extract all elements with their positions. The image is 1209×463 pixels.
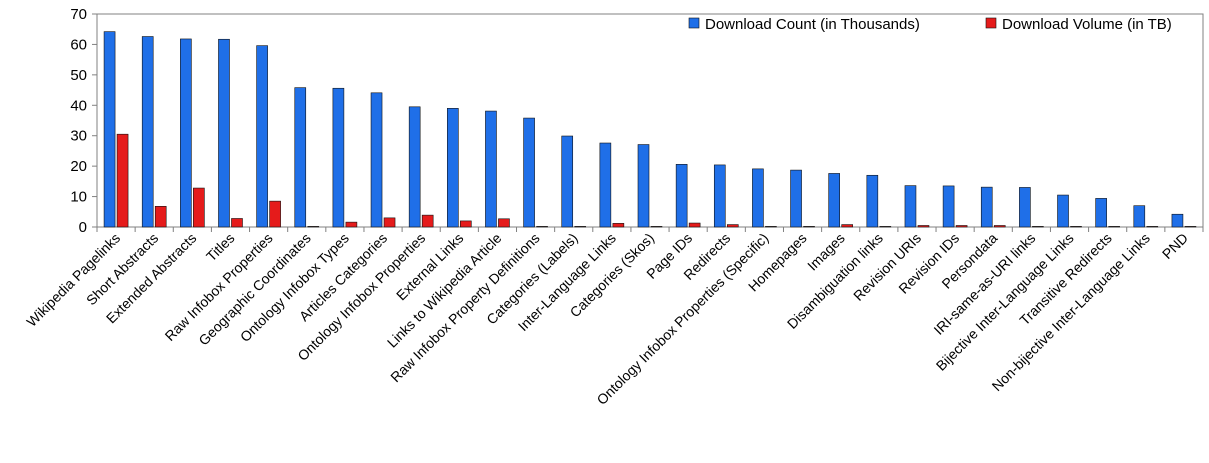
bar-download-volume bbox=[193, 187, 205, 228]
bar-download-count bbox=[637, 144, 650, 228]
bar-download-volume bbox=[498, 218, 510, 228]
axes: 0 10 20 30 40 50 60 70 bbox=[70, 6, 1204, 236]
bar-download-volume bbox=[879, 226, 892, 228]
bar-download-volume bbox=[993, 225, 1006, 228]
bar-download-volume bbox=[1032, 226, 1044, 228]
plot-area bbox=[96, 13, 1204, 228]
bars bbox=[103, 31, 1197, 228]
legend-label: Download Volume (in TB) bbox=[1002, 16, 1172, 33]
bar-download-count bbox=[447, 108, 459, 228]
bar-download-volume bbox=[231, 218, 243, 228]
bar-download-count bbox=[752, 168, 764, 228]
bar-download-count bbox=[485, 110, 497, 228]
bar-download-volume bbox=[574, 226, 587, 228]
bar-download-volume bbox=[383, 217, 396, 228]
bar-download-count bbox=[1057, 194, 1069, 228]
bar-download-volume bbox=[1146, 226, 1159, 228]
bar-download-count bbox=[1171, 213, 1184, 228]
bar-download-count bbox=[904, 185, 917, 228]
bar-download-count bbox=[218, 38, 230, 228]
y-tick-label: 40 bbox=[70, 97, 87, 114]
bar-download-volume bbox=[917, 225, 930, 228]
bar-download-count bbox=[790, 169, 802, 228]
y-tick-label: 50 bbox=[70, 67, 87, 84]
bar-download-count bbox=[980, 186, 993, 228]
bar-download-volume bbox=[269, 200, 281, 228]
bar-download-volume bbox=[154, 206, 167, 228]
bar-download-volume bbox=[1108, 226, 1120, 228]
legend-swatch bbox=[688, 17, 700, 29]
bar-download-volume bbox=[460, 220, 472, 228]
bar-download-volume bbox=[688, 222, 701, 228]
x-tick-label: Titles bbox=[203, 230, 238, 265]
bar-download-count bbox=[1133, 205, 1146, 228]
bar-download-volume bbox=[650, 226, 663, 228]
bar-download-count bbox=[942, 185, 955, 228]
legend-swatch bbox=[985, 17, 997, 29]
bar-download-count bbox=[675, 164, 688, 228]
bar-download-volume bbox=[1070, 226, 1082, 228]
y-tick-label: 30 bbox=[70, 128, 87, 145]
bar-download-volume bbox=[726, 224, 739, 228]
legend: Download Count (in Thousands) Download Vo… bbox=[688, 16, 1172, 33]
y-tick-label: 70 bbox=[70, 6, 87, 23]
y-tick-label: 60 bbox=[70, 36, 87, 53]
x-tick-label: PND bbox=[1159, 230, 1191, 262]
bar-download-count bbox=[370, 92, 383, 228]
bar-download-count bbox=[1019, 187, 1031, 228]
y-tick-label: 20 bbox=[70, 158, 87, 175]
bar-download-count bbox=[103, 31, 116, 228]
y-tick-label: 10 bbox=[70, 189, 87, 206]
bar-download-volume bbox=[1184, 226, 1197, 228]
legend-label: Download Count (in Thousands) bbox=[705, 16, 920, 33]
bar-download-count bbox=[523, 117, 535, 228]
bar-download-count bbox=[713, 164, 726, 228]
bar-download-volume bbox=[421, 214, 434, 228]
bar-download-count bbox=[141, 36, 154, 228]
bar-download-volume bbox=[307, 226, 320, 228]
bar-download-count bbox=[294, 87, 307, 228]
bar-download-volume bbox=[765, 226, 777, 228]
bar-download-volume bbox=[803, 226, 815, 228]
bar-download-volume bbox=[116, 133, 129, 228]
bar-download-count bbox=[180, 38, 192, 228]
bar-download-count bbox=[828, 173, 840, 228]
bar-download-count bbox=[599, 142, 612, 228]
bar-download-volume bbox=[536, 226, 548, 228]
bar-download-volume bbox=[345, 221, 358, 228]
bar-download-count bbox=[561, 135, 574, 228]
bar-download-volume bbox=[955, 225, 968, 228]
bar-download-count bbox=[408, 106, 421, 228]
bar-download-count bbox=[866, 174, 879, 228]
bar-download-count bbox=[256, 45, 268, 228]
bar-download-count bbox=[332, 87, 345, 228]
y-tick-label: 0 bbox=[79, 219, 87, 236]
bar-download-count bbox=[1095, 198, 1107, 228]
bar-download-volume bbox=[841, 224, 853, 228]
bar-download-volume bbox=[612, 223, 625, 228]
